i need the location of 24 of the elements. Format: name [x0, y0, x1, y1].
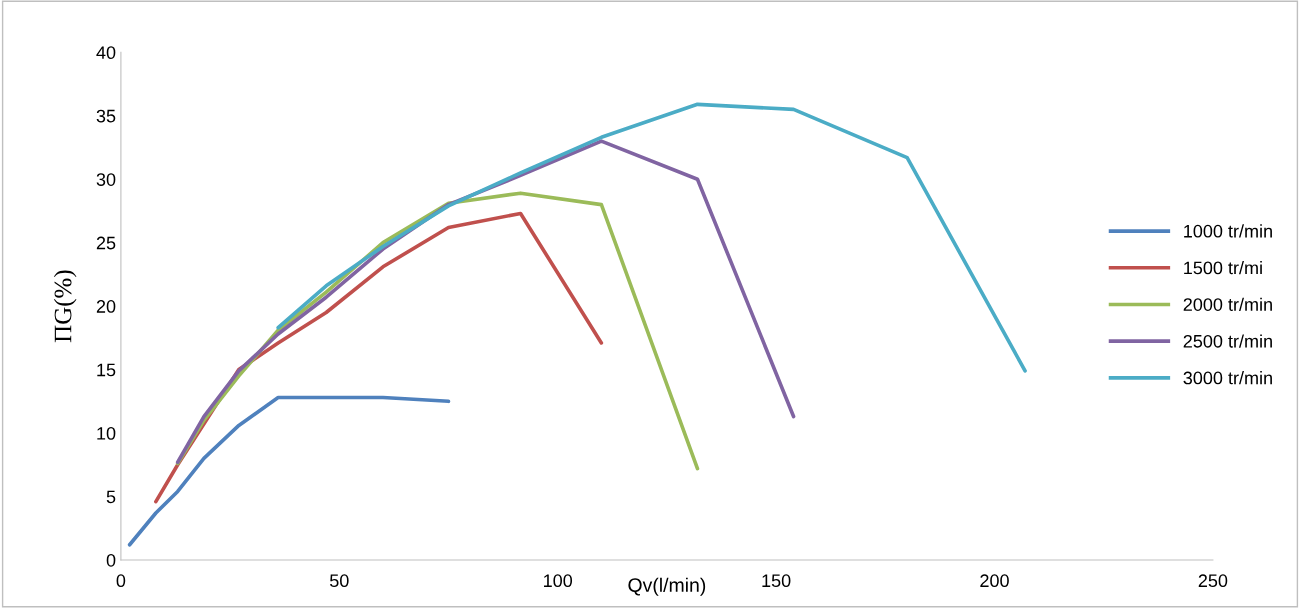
- y-tick-label: 30: [96, 173, 116, 186]
- legend-label: 3000 tr/min: [1183, 371, 1272, 385]
- legend-label: 2000 tr/min: [1183, 297, 1272, 311]
- y-tick-label: 35: [96, 109, 116, 123]
- x-tick-label: 150: [762, 574, 791, 588]
- y-tick-label: 20: [96, 300, 116, 313]
- x-tick-label: 250: [1198, 574, 1228, 588]
- x-tick-label: 100: [544, 574, 573, 588]
- legend-label: 2500 tr/min: [1183, 334, 1272, 348]
- x-tick-label: 0: [116, 574, 126, 588]
- y-axis-title: ΠG(%): [53, 270, 77, 343]
- x-tick-label: 200: [980, 574, 1009, 588]
- x-tick-label: 50: [329, 574, 349, 588]
- y-tick-label: 25: [96, 236, 116, 250]
- y-tick-label: 15: [97, 363, 116, 377]
- y-tick-label: 10: [97, 426, 116, 440]
- y-tick-label: 40: [96, 46, 116, 60]
- line-series: [127, 395, 451, 547]
- line-series: [276, 102, 1027, 373]
- legend-label: 1000 tr/min: [1184, 224, 1272, 238]
- y-tick-label: 5: [106, 490, 116, 504]
- legend-label: 1500 tr/mi: [1184, 261, 1262, 275]
- x-axis-title: Qv(l/min): [628, 577, 706, 596]
- y-tick-label: 0: [106, 553, 116, 567]
